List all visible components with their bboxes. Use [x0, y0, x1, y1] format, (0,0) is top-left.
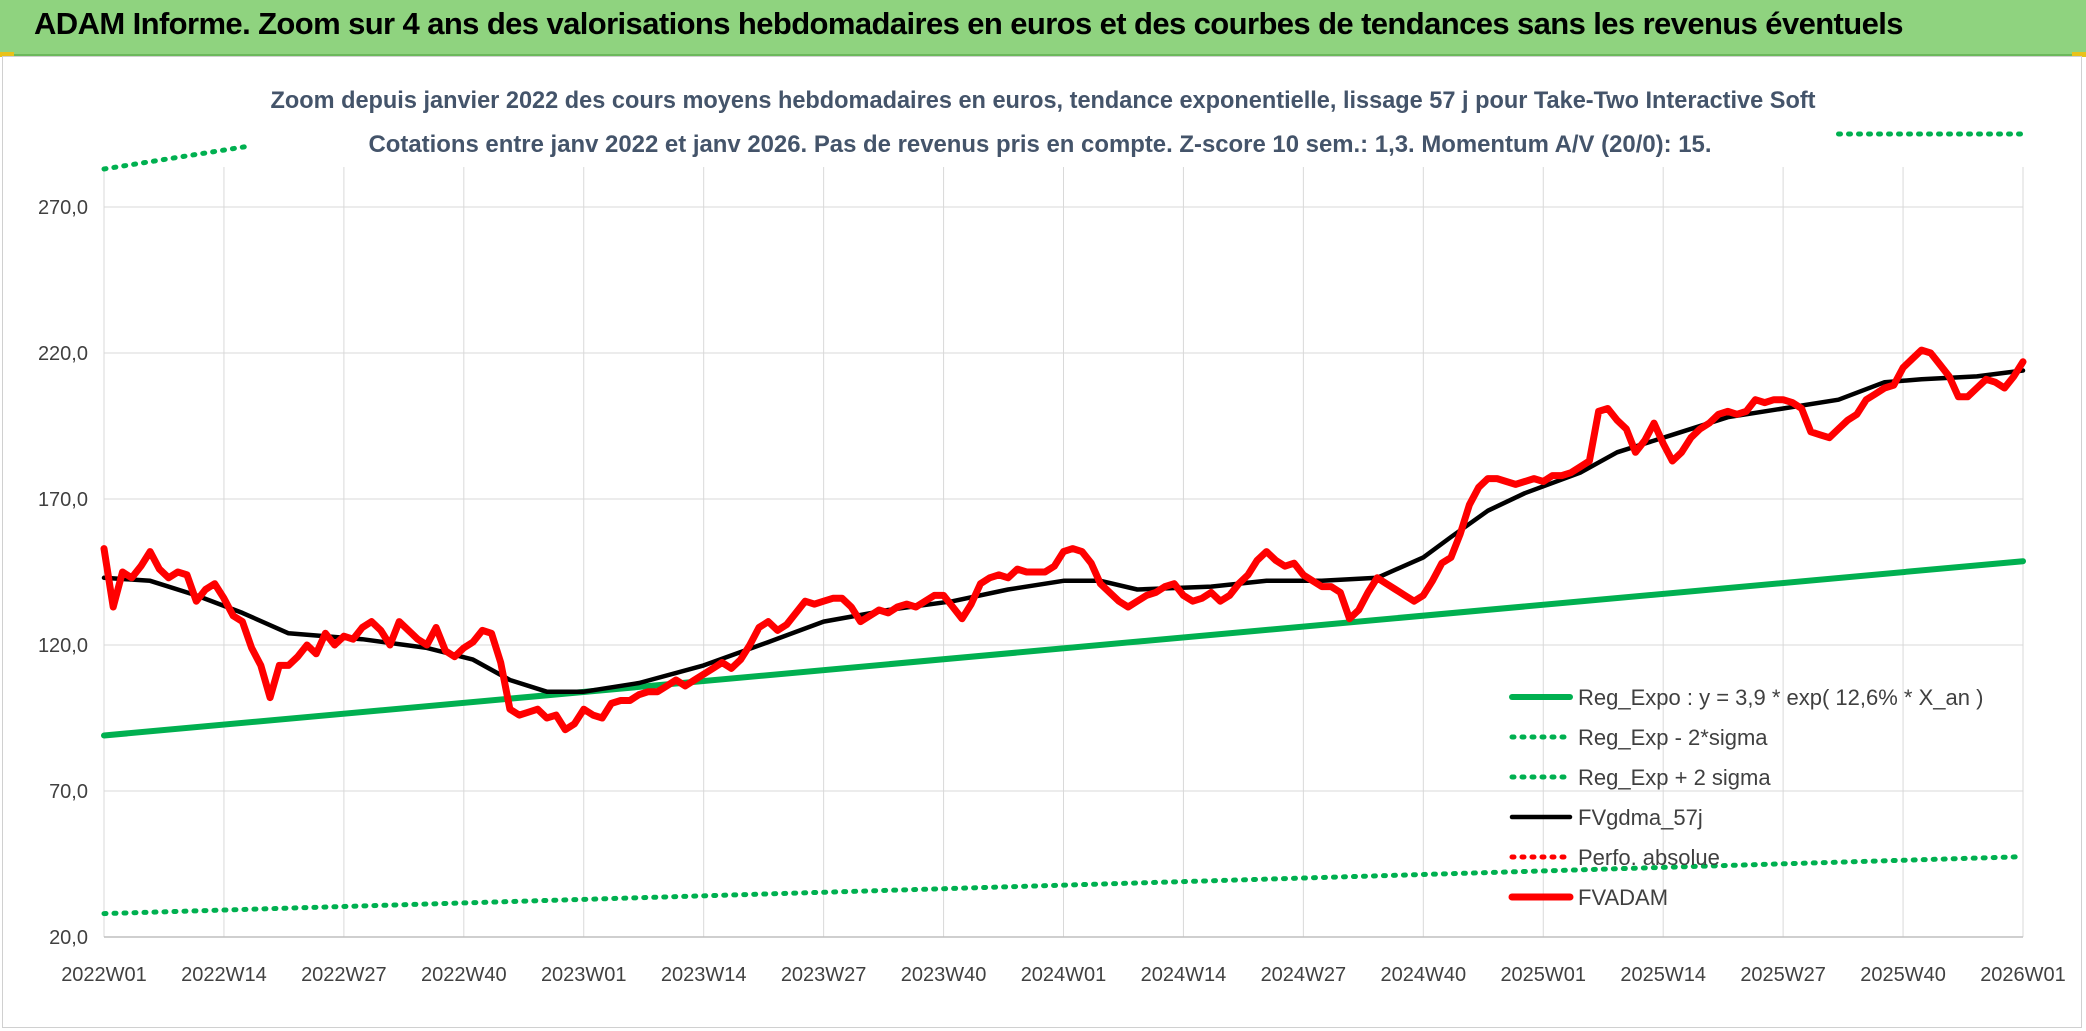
- series-layer: [100, 131, 2027, 917]
- chart-area: 20,0 70,0 120,0 170,0 220,0 270,0 2022W01 2022W…: [38, 87, 2066, 986]
- x-tick-label: 2024W27: [1261, 964, 1347, 986]
- x-tick-label: 2024W01: [1021, 964, 1107, 986]
- y-tick-label: 20,0: [49, 927, 88, 949]
- legend-label: FVgdma_57j: [1578, 805, 1703, 830]
- y-tick-label: 270,0: [38, 197, 88, 219]
- x-tick-label: 2025W27: [1740, 964, 1826, 986]
- report-banner: ADAM Informe. Zoom sur 4 ans des valoris…: [0, 0, 2086, 56]
- y-tick-label: 70,0: [49, 781, 88, 803]
- x-tick-label: 2023W40: [901, 964, 987, 986]
- banner-accent-left: [0, 52, 14, 57]
- y-tick-label: 170,0: [38, 489, 88, 511]
- legend-label: Reg_Exp + 2 sigma: [1578, 765, 1771, 790]
- x-tick-label: 2023W01: [541, 964, 627, 986]
- legend-label: Reg_Exp - 2*sigma: [1578, 725, 1768, 750]
- y-tick-label: 220,0: [38, 343, 88, 365]
- y-tick-label: 120,0: [38, 635, 88, 657]
- x-tick-label: 2023W14: [661, 964, 747, 986]
- x-tick-label: 2022W01: [61, 964, 147, 986]
- legend: Reg_Expo : y = 3,9 * exp( 12,6% * X_an )…: [1508, 685, 1983, 910]
- x-tick-label: 2023W27: [781, 964, 867, 986]
- legend-label: Perfo. absolue: [1578, 845, 1720, 870]
- legend-label: Reg_Expo : y = 3,9 * exp( 12,6% * X_an ): [1578, 685, 1983, 710]
- x-tick-label: 2022W14: [181, 964, 267, 986]
- series-line-reg-exp-plus-2sigma: [101, 143, 255, 172]
- axes: 20,0 70,0 120,0 170,0 220,0 270,0 2022W01 2022W…: [38, 197, 2066, 986]
- banner-accent-right: [2072, 52, 2086, 57]
- x-tick-label: 2026W01: [1980, 964, 2066, 986]
- x-tick-label: 2025W40: [1860, 964, 1946, 986]
- series-line-reg-expo: [101, 558, 2026, 739]
- series-line-fvadam: [100, 346, 2027, 734]
- x-tick-label: 2025W01: [1500, 964, 1586, 986]
- x-tick-label: 2024W40: [1381, 964, 1467, 986]
- x-tick-label: 2025W14: [1620, 964, 1706, 986]
- gridlines: [103, 167, 2024, 938]
- chart-subtitle: Cotations entre janv 2022 et janv 2026. …: [369, 131, 1712, 158]
- report-title: ADAM Informe. Zoom sur 4 ans des valoris…: [34, 6, 1904, 41]
- series-line-reg-exp: [101, 854, 2026, 917]
- legend-label: FVADAM: [1578, 885, 1668, 910]
- x-tick-label: 2022W40: [421, 964, 507, 986]
- chart-title: Zoom depuis janvier 2022 des cours moyen…: [271, 87, 1816, 114]
- x-tick-label: 2022W27: [301, 964, 387, 986]
- x-tick-label: 2024W14: [1141, 964, 1227, 986]
